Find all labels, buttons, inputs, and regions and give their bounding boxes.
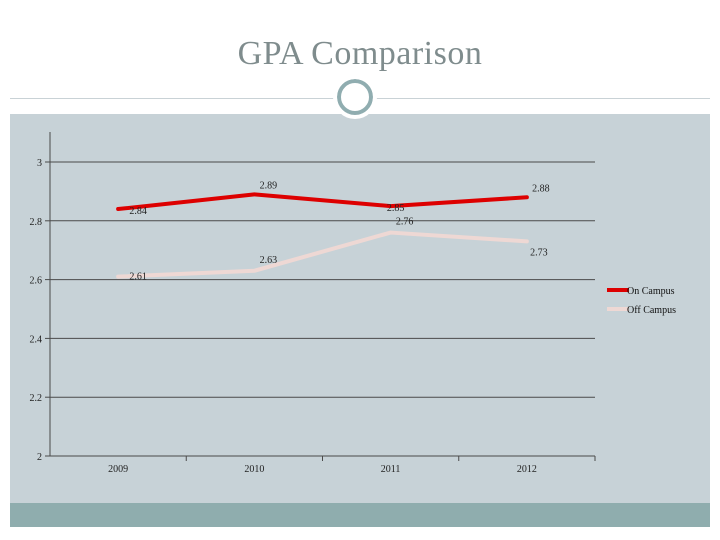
y-tick-label: 2.2 [30,393,43,404]
chart-background [10,114,710,503]
data-label: 2.88 [532,183,550,194]
legend-label: On Campus [627,286,675,297]
circle-ornament-icon [333,75,377,119]
data-labels: 2.84 2.89 2.85 2.88 2.61 2.63 2.76 2.73 [129,180,549,282]
series-line-off-campus [116,230,529,279]
data-label: 2.63 [260,255,278,266]
footer-bar [10,503,710,527]
y-tick-label: 3 [37,158,42,169]
series-lines [116,192,529,279]
x-tick-label: 2011 [381,464,401,475]
x-tick-label: 2012 [517,464,537,475]
data-label: 2.73 [530,247,548,258]
data-label: 2.76 [396,217,414,228]
y-tick-label: 2.6 [30,276,43,287]
y-tick-label: 2.8 [30,217,43,228]
y-tick-label: 2.4 [30,334,43,345]
x-tick-label: 2009 [108,464,128,475]
slide-title: GPA Comparison [237,35,483,72]
legend-label: Off Campus [627,305,676,316]
data-label: 2.84 [129,206,147,217]
x-tick-label: 2010 [244,464,264,475]
x-axis-ticks: 2009 2010 2011 2012 [108,456,596,475]
legend: On Campus Off Campus [607,286,676,316]
y-axis-ticks: 2 2.2 2.4 2.6 2.8 3 [30,158,43,463]
data-label: 2.85 [387,203,405,214]
y-tick-label: 2 [37,452,42,463]
series-line-on-campus [116,192,529,212]
data-label: 2.89 [260,180,278,191]
data-label: 2.61 [129,272,147,283]
